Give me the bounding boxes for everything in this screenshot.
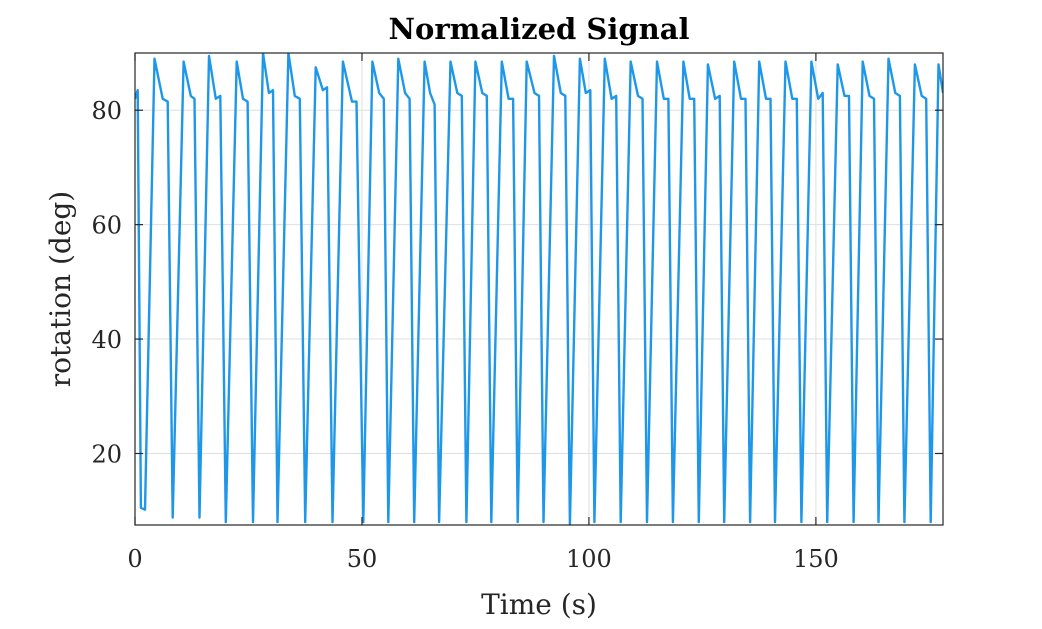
plot-area [135,53,943,525]
y-axis-label: rotation (deg) [44,191,77,387]
x-tick-label: 100 [566,545,612,573]
y-tick-label: 40 [91,326,122,354]
y-tick-label: 60 [91,212,122,240]
x-axis-label: Time (s) [481,588,597,621]
chart-title: Normalized Signal [388,12,689,46]
x-tick-label: 50 [347,545,378,573]
series-line-1 [135,53,943,525]
x-tick-label: 150 [793,545,839,573]
axis-ticks: 0 50 100 150 20 40 60 80 [91,53,943,573]
axes-box [134,52,944,526]
y-tick-label: 80 [91,97,122,125]
y-tick-label: 20 [91,440,122,468]
x-tick-label: 0 [127,545,142,573]
